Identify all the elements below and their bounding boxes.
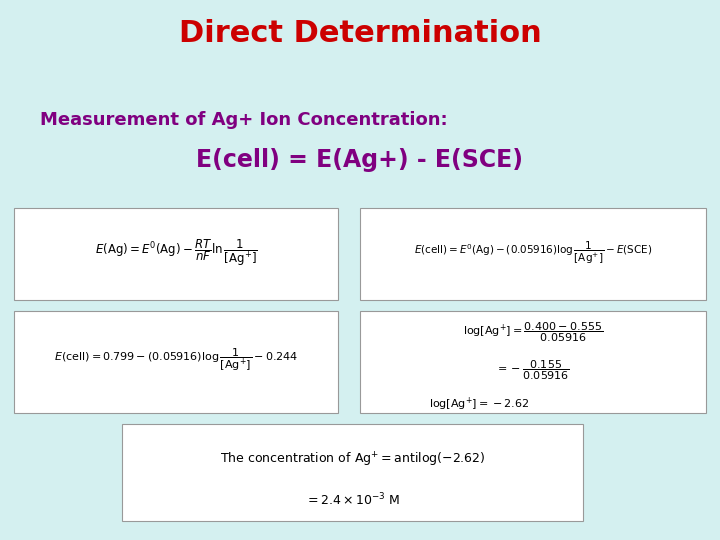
FancyBboxPatch shape xyxy=(360,208,706,300)
FancyBboxPatch shape xyxy=(14,208,338,300)
Text: Measurement of Ag+ Ion Concentration:: Measurement of Ag+ Ion Concentration: xyxy=(40,111,447,129)
Text: $= -\dfrac{0.155}{0.05916}$: $= -\dfrac{0.155}{0.05916}$ xyxy=(495,358,570,382)
Text: $\log[\mathrm{Ag}^{+}] = \dfrac{0.400 - 0.555}{0.05916}$: $\log[\mathrm{Ag}^{+}] = \dfrac{0.400 - … xyxy=(463,320,603,344)
Text: $\log[\mathrm{Ag}^{+}] = -2.62$: $\log[\mathrm{Ag}^{+}] = -2.62$ xyxy=(428,395,529,413)
Text: Direct Determination: Direct Determination xyxy=(179,19,541,48)
Text: $E(\mathrm{Ag}) = E^{0}(\mathrm{Ag}) - \dfrac{RT}{nF}\ln\dfrac{1}{[\mathrm{Ag}^{: $E(\mathrm{Ag}) = E^{0}(\mathrm{Ag}) - \… xyxy=(95,238,258,268)
Text: $E(\mathrm{cell}) = 0.799 - (0.05916)\log\dfrac{1}{[\mathrm{Ag}^{+}]} - 0.244$: $E(\mathrm{cell}) = 0.799 - (0.05916)\lo… xyxy=(55,347,298,374)
Text: $= 2.4 \times 10^{-3}\ \mathrm{M}$: $= 2.4 \times 10^{-3}\ \mathrm{M}$ xyxy=(305,491,400,508)
FancyBboxPatch shape xyxy=(14,310,338,413)
Text: $E(\mathrm{cell}) = E^{0}(\mathrm{Ag}) - (0.05916)\log\dfrac{1}{[\mathrm{Ag}^{+}: $E(\mathrm{cell}) = E^{0}(\mathrm{Ag}) -… xyxy=(414,240,652,266)
Text: $\mathrm{The\ concentration\ of\ Ag}^{+} = \mathrm{antilog}(-2.62)$: $\mathrm{The\ concentration\ of\ Ag}^{+}… xyxy=(220,451,486,469)
FancyBboxPatch shape xyxy=(360,310,706,413)
Text: E(cell) = E(Ag+) - E(SCE): E(cell) = E(Ag+) - E(SCE) xyxy=(197,148,523,172)
FancyBboxPatch shape xyxy=(122,424,583,521)
